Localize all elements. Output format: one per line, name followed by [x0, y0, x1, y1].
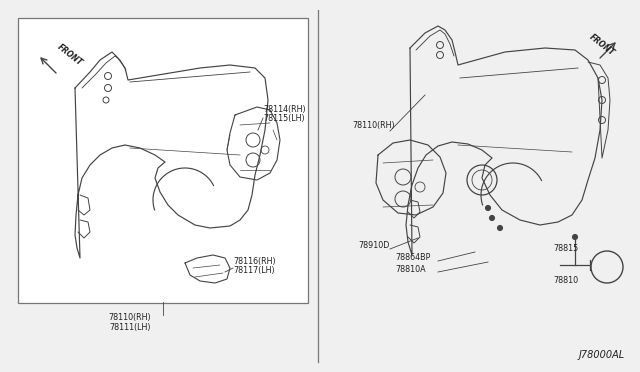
Bar [18, 18, 308, 303]
Text: 78111(LH): 78111(LH) [109, 323, 151, 332]
Text: 78110(RH): 78110(RH) [352, 121, 395, 130]
Text: 78910D: 78910D [358, 241, 389, 250]
Text: 78114(RH): 78114(RH) [263, 105, 306, 114]
Text: FRONT: FRONT [588, 33, 616, 58]
Text: 78117(LH): 78117(LH) [233, 266, 275, 275]
Text: 78864BP: 78864BP [395, 253, 430, 262]
Circle shape [490, 215, 495, 221]
Text: 78110(RH): 78110(RH) [109, 313, 151, 322]
Text: J78000AL: J78000AL [579, 350, 625, 360]
Circle shape [497, 225, 502, 231]
Circle shape [573, 234, 577, 240]
Text: 78116(RH): 78116(RH) [233, 257, 276, 266]
Text: 78115(LH): 78115(LH) [263, 114, 305, 123]
Text: 78810: 78810 [553, 276, 578, 285]
Text: 78810A: 78810A [395, 265, 426, 274]
Circle shape [486, 205, 490, 211]
Text: 78815: 78815 [553, 244, 579, 253]
Text: FRONT: FRONT [56, 43, 84, 68]
